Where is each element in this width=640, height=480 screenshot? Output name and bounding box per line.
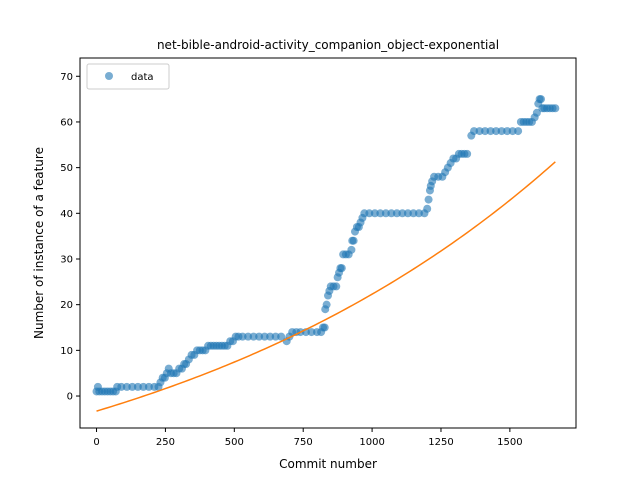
data-point — [144, 382, 153, 391]
data-point — [481, 127, 490, 136]
legend-label-data: data — [131, 72, 154, 83]
data-point — [387, 209, 396, 218]
data-point — [463, 149, 472, 158]
axes-frame — [79, 57, 577, 429]
x-tick-label: 1500 — [497, 437, 522, 448]
legend: data — [86, 63, 170, 90]
data-point — [122, 382, 131, 391]
data-point — [347, 245, 356, 254]
data-point — [260, 332, 269, 341]
data-point — [277, 332, 286, 341]
y-tick-label: 40 — [60, 209, 73, 220]
data-point — [514, 127, 523, 136]
data-point — [249, 332, 258, 341]
y-tick-label: 10 — [60, 346, 73, 357]
data-point — [508, 127, 517, 136]
data-point — [238, 332, 247, 341]
data-point — [322, 300, 331, 309]
data-point — [271, 332, 280, 341]
chart-title: net-bible-android-activity_companion_obj… — [157, 38, 499, 52]
x-tick-label: 750 — [294, 437, 313, 448]
data-point — [398, 209, 407, 218]
data-point — [470, 127, 479, 136]
data-point — [409, 209, 418, 218]
data-point — [133, 382, 142, 391]
y-tick-label: 30 — [60, 254, 73, 265]
data-point — [492, 127, 501, 136]
data-point — [381, 209, 390, 218]
x-axis-title: Commit number — [279, 457, 377, 471]
y-tick-label: 0 — [67, 392, 73, 403]
fit-series — [96, 161, 556, 412]
legend-marker-data — [105, 72, 113, 80]
data-point — [486, 127, 495, 136]
data-point — [349, 236, 358, 245]
data-point — [365, 209, 374, 218]
data-point — [503, 127, 512, 136]
data-point — [244, 332, 253, 341]
x-tick-label: 250 — [156, 437, 175, 448]
x-tick-label: 1250 — [428, 437, 453, 448]
data-point — [255, 332, 264, 341]
data-point — [423, 204, 432, 213]
x-axis: 0 250 500 750 1000 1250 1500 — [93, 428, 523, 448]
y-axis: 0 10 20 30 40 50 60 70 — [60, 72, 80, 403]
data-point — [424, 195, 433, 204]
data-point — [537, 95, 545, 104]
y-tick-label: 50 — [60, 163, 73, 174]
legend-box — [86, 63, 170, 90]
data-point — [370, 209, 379, 218]
data-point — [266, 332, 275, 341]
y-tick-label: 70 — [60, 72, 73, 83]
x-tick-label: 1000 — [359, 437, 384, 448]
fit-line — [96, 161, 556, 412]
plot-area — [92, 95, 560, 412]
data-point — [392, 209, 401, 218]
data-point — [128, 382, 137, 391]
y-axis-title: Number of instance of a feature — [32, 147, 46, 339]
data-point — [307, 328, 316, 337]
data-series — [92, 95, 560, 396]
data-point — [332, 282, 341, 291]
data-point — [139, 382, 148, 391]
data-point — [551, 104, 560, 113]
data-point — [532, 108, 541, 117]
x-tick-label: 0 — [93, 437, 99, 448]
data-point — [403, 209, 412, 218]
data-point — [497, 127, 506, 136]
x-tick-label: 500 — [225, 437, 244, 448]
data-point — [475, 127, 484, 136]
data-point — [376, 209, 385, 218]
data-point — [414, 209, 423, 218]
data-point — [117, 382, 126, 391]
y-tick-label: 60 — [60, 117, 73, 128]
y-tick-label: 20 — [60, 300, 73, 311]
data-point — [320, 323, 329, 332]
data-point — [337, 264, 346, 273]
